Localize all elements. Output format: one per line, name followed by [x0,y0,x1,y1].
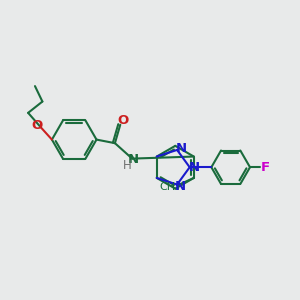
Text: H: H [122,159,131,172]
Text: N: N [176,142,187,154]
Text: N: N [189,161,200,174]
Text: F: F [260,161,269,174]
Text: O: O [31,119,42,132]
Text: N: N [128,153,139,166]
Text: O: O [117,114,128,128]
Text: CH₃: CH₃ [160,182,180,192]
Text: N: N [175,180,186,193]
